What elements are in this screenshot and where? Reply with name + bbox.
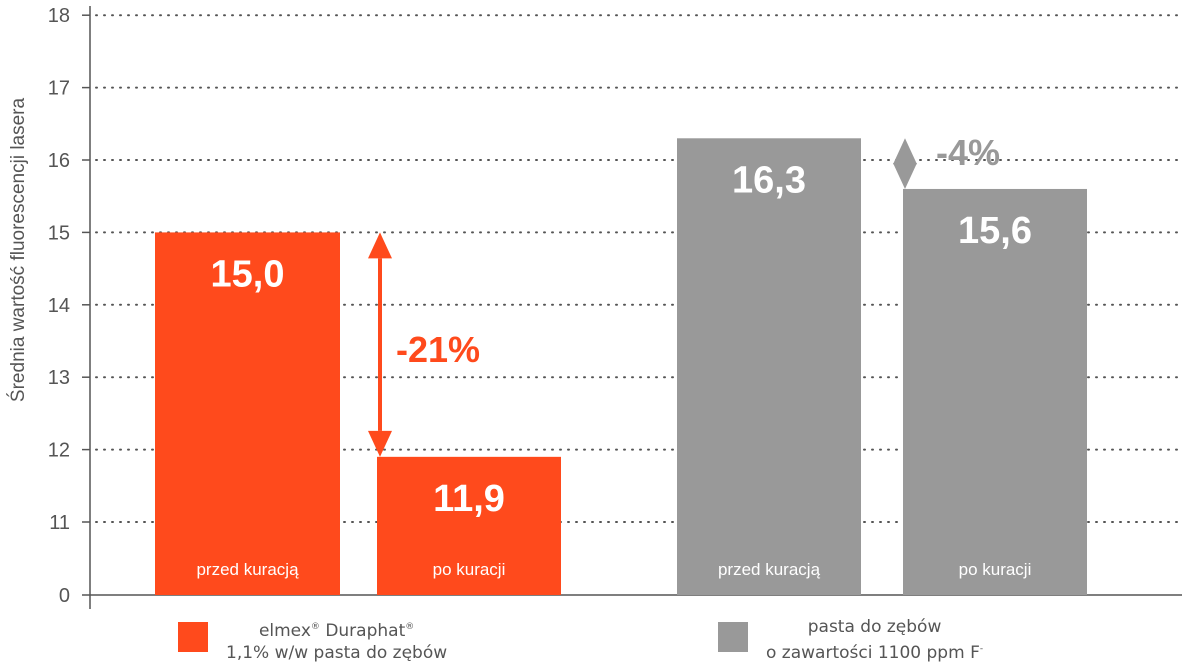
arrow-head-up [893, 138, 917, 165]
bar-value-label: 16,3 [732, 159, 806, 201]
y-tick-label: 11 [49, 512, 70, 534]
y-tick-label: 17 [48, 78, 70, 100]
y-tick-label: 15 [48, 222, 70, 244]
bar-value-label: 15,0 [211, 253, 285, 295]
bar [377, 456, 561, 595]
bar-category-label: przed kuracją [196, 560, 299, 579]
legend-line-1: pasta do zębów [807, 617, 942, 637]
legend-item-elmex: elmex® Duraphat® 1,1% w/w pasta do zębów [178, 616, 447, 664]
y-tick-label: 13 [48, 367, 70, 389]
arrow-head-down [893, 162, 917, 189]
y-axis-label: Średnia wartość fluorescencji lasera [7, 97, 29, 402]
y-tick-label: 12 [48, 440, 70, 462]
bars: 15,0 przed kuracją 11,9 po kuracji 16,3 przed… [155, 138, 1087, 595]
legend-item-toothpaste: pasta do zębów o zawartości 1100 ppm F- [718, 616, 983, 664]
legend-line-2: o zawartości 1100 ppm F- [766, 643, 984, 663]
y-tick-label: 14 [48, 295, 70, 317]
bar-value-label: 11,9 [433, 478, 505, 520]
y-tick-label: 16 [48, 150, 70, 172]
legend-text-elmex: elmex® Duraphat® 1,1% w/w pasta do zębów [226, 616, 447, 664]
bar [903, 188, 1087, 595]
legend-swatch-gray [718, 622, 748, 652]
change-label: -4% [936, 132, 1000, 173]
bar-category-label: przed kuracją [718, 560, 821, 579]
change-arrows: -21% -4% [368, 132, 1000, 457]
bar [677, 138, 861, 595]
arrow-head-up [368, 232, 392, 259]
bar [155, 232, 340, 595]
y-tick-label: 0 [59, 585, 70, 607]
y-axis-ticks: 0 11 12 13 14 15 16 17 18 [48, 5, 90, 607]
bar-category-label: po kuracji [433, 560, 506, 579]
bar-value-label: 15,6 [958, 210, 1032, 252]
y-tick-label: 18 [48, 5, 70, 27]
bar-category-label: po kuracji [959, 560, 1032, 579]
legend-line-1: elmex® Duraphat® [258, 621, 415, 641]
legend-line-2: 1,1% w/w pasta do zębów [226, 643, 448, 663]
legend-text-toothpaste: pasta do zębów o zawartości 1100 ppm F- [766, 616, 983, 664]
arrow-head-down [368, 430, 392, 457]
change-label: -21% [396, 329, 480, 370]
legend-swatch-orange [178, 622, 208, 652]
